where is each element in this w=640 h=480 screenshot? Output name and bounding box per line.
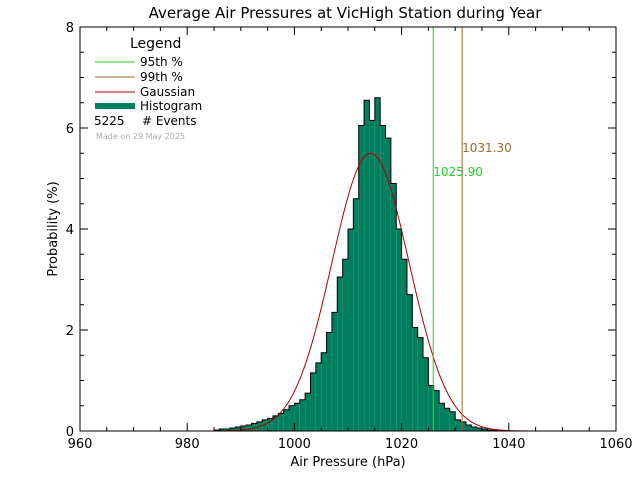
histogram-bar — [278, 413, 284, 431]
histogram-outline — [213, 97, 499, 431]
histogram-bar — [465, 424, 472, 431]
y-tick-label: 8 — [66, 21, 74, 36]
chart-title: Average Air Pressures at VicHigh Station… — [149, 4, 543, 22]
histogram-bar — [374, 97, 381, 431]
legend-title: Legend — [130, 36, 181, 52]
x-tick-label: 1000 — [278, 437, 311, 452]
histogram-bar — [423, 357, 429, 431]
histogram-bar — [412, 327, 418, 431]
histogram-bar — [385, 138, 391, 431]
histogram-bar — [439, 403, 445, 431]
made-on-note: Made on 29 May 2025 — [96, 132, 185, 141]
histogram-bar — [482, 428, 488, 431]
percentile-95th-label: 1025.90 — [433, 165, 483, 179]
histogram-bar — [299, 399, 306, 431]
histogram-bar — [417, 337, 424, 431]
histogram-bar — [267, 418, 273, 432]
histogram-bar — [219, 428, 225, 431]
histogram-bar — [262, 419, 268, 431]
percentile-99th-label: 1031.30 — [462, 141, 512, 155]
legend-label-99th: 99th % — [140, 70, 183, 84]
histogram-bar — [246, 424, 252, 431]
x-tick-label: 980 — [175, 437, 200, 452]
legend-label-histogram: Histogram — [140, 99, 202, 113]
y-tick-label: 0 — [66, 425, 74, 440]
histogram-bar — [224, 428, 231, 431]
histogram-bar — [428, 385, 434, 431]
legend-label-95th: 95th % — [140, 55, 183, 69]
y-axis: 0 2 4 6 8 — [66, 21, 616, 440]
histogram-bar — [487, 429, 493, 431]
histogram-bar — [251, 423, 257, 431]
histogram-bar — [358, 125, 365, 431]
x-tick-label: 1020 — [385, 437, 418, 452]
x-axis-label: Air Pressure (hPa) — [290, 455, 405, 470]
histogram-bar — [305, 393, 311, 432]
y-tick-label: 6 — [66, 122, 74, 137]
histogram-bar — [369, 120, 375, 432]
histogram-bar — [289, 405, 295, 431]
legend: Legend 95th % 99th % Gaussian Histogram … — [94, 36, 202, 141]
histogram-bar — [476, 427, 482, 431]
legend-events-count: 5225 — [94, 114, 125, 128]
histogram-bar — [460, 421, 466, 431]
histogram-bar — [348, 229, 354, 431]
histogram-bar — [240, 425, 247, 431]
histogram-bar — [294, 403, 300, 431]
histogram-bar — [364, 100, 370, 431]
legend-events-label: # Events — [142, 114, 197, 128]
y-tick-label: 4 — [66, 223, 74, 238]
histogram-bar — [230, 427, 236, 431]
histogram-bar — [449, 411, 456, 431]
y-tick-label: 2 — [66, 324, 74, 339]
histogram-bar — [455, 419, 461, 431]
histogram-bar — [471, 426, 477, 431]
histogram-bar — [315, 362, 322, 431]
histogram-bar — [353, 198, 359, 431]
histogram-bar — [272, 415, 279, 431]
histogram-bar — [235, 426, 241, 431]
histogram-bar — [342, 259, 348, 431]
histogram-bar — [406, 294, 413, 431]
y-axis-label: Probability (%) — [46, 181, 61, 276]
histogram-bar — [396, 229, 402, 431]
histogram-bar — [433, 390, 440, 431]
x-tick-label: 960 — [68, 437, 93, 452]
histogram-bar — [283, 409, 290, 431]
histogram-bar — [401, 259, 407, 431]
legend-label-gaussian: Gaussian — [140, 85, 195, 99]
histogram-bar — [380, 125, 386, 431]
histogram-bar — [337, 276, 343, 431]
histogram-bar — [326, 332, 332, 431]
histogram-bar — [331, 312, 338, 431]
x-tick-label: 1040 — [492, 437, 525, 452]
histogram-bar — [390, 183, 397, 431]
x-tick-label: 1060 — [599, 437, 632, 452]
histogram-bar — [321, 352, 327, 431]
histogram-bar — [310, 372, 316, 431]
histogram-bar — [444, 408, 450, 431]
x-axis: 960 980 1000 1020 1040 1060 — [68, 27, 633, 452]
